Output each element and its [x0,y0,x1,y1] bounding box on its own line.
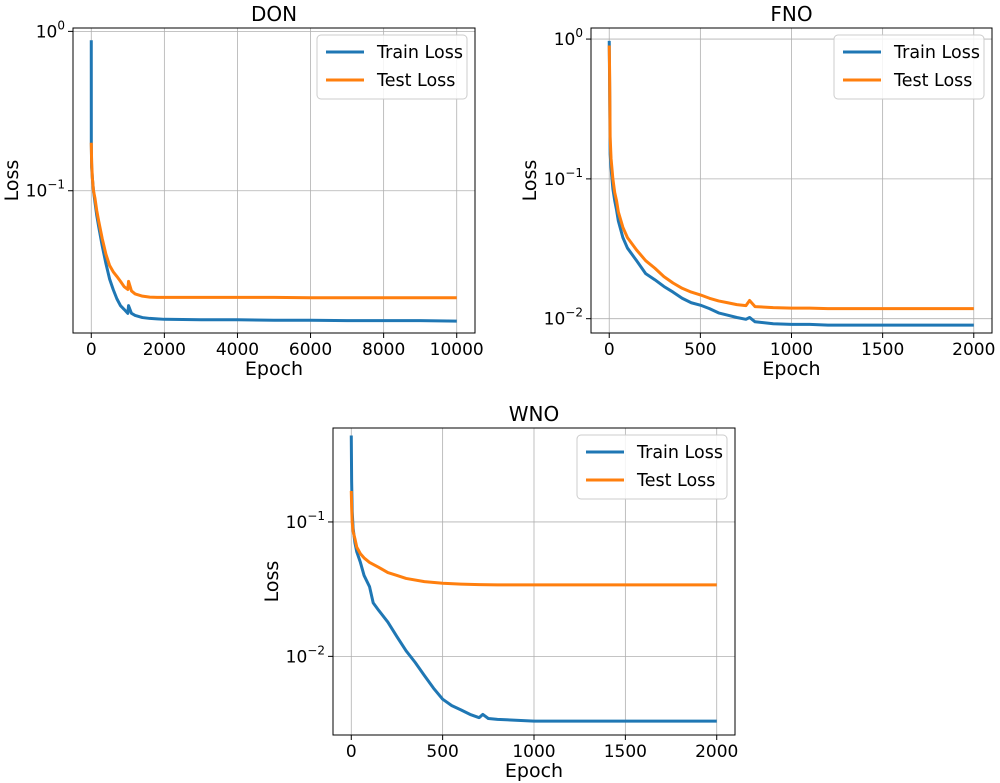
x-tick-label: 0 [346,742,357,762]
y-tick-label: 10−2 [286,643,325,667]
x-tick-label: 8000 [362,340,405,360]
y-axis-label: Loss [261,561,283,603]
chart-title: FNO [770,2,812,26]
y-axis-label: Loss [519,160,541,202]
y-tick-label: 100 [554,26,583,50]
x-tick-label: 4000 [216,340,259,360]
x-tick-label: 500 [426,742,458,762]
x-tick-label: 0 [604,340,615,360]
x-axis-label: Epoch [245,358,303,380]
x-tick-label: 500 [684,340,716,360]
x-tick-label: 10000 [430,340,484,360]
x-tick-label: 0 [86,340,97,360]
x-axis-label: Epoch [505,760,563,782]
x-tick-label: 1000 [512,742,555,762]
chart-title: DON [251,2,297,26]
legend: Train Loss Test Loss [317,35,467,99]
y-tick-label: 100 [36,18,65,42]
legend-label: Test Loss [376,71,455,91]
y-tick-label: 10−1 [26,178,65,202]
legend-label: Train Loss [636,443,723,463]
chart-panel-wno: 0 500 1000 1500 2000 10−1 10−2 WNO Epoch Loss Trai… [261,402,738,782]
y-tick-label: 10−2 [544,306,583,330]
chart-panel-don: 0 2000 4000 6000 8000 10000 100 10−1 DON Epoch Los… [1,2,484,380]
x-tick-label: 6000 [289,340,332,360]
x-tick-label: 2000 [695,742,738,762]
legend-label: Test Loss [636,471,715,491]
legend: Train Loss Test Loss [577,435,727,499]
legend: Train Loss Test Loss [834,35,984,99]
x-tick-label: 2000 [952,340,995,360]
y-axis-label: Loss [1,160,23,202]
legend-label: Train Loss [376,43,463,63]
chart-panel-fno: 0 500 1000 1500 2000 100 10−1 10−2 FNO Epoch Loss T… [519,2,995,380]
y-tick-label: 10−1 [286,509,325,533]
x-tick-label: 1500 [604,742,647,762]
y-tick-label: 10−1 [544,166,583,190]
legend-label: Train Loss [893,43,980,63]
chart-title: WNO [509,402,559,426]
x-tick-label: 1000 [770,340,813,360]
x-axis-label: Epoch [762,358,820,380]
legend-label: Test Loss [893,71,972,91]
x-tick-label: 2000 [143,340,186,360]
series-line-test-loss [91,143,456,298]
x-tick-label: 1500 [861,340,904,360]
